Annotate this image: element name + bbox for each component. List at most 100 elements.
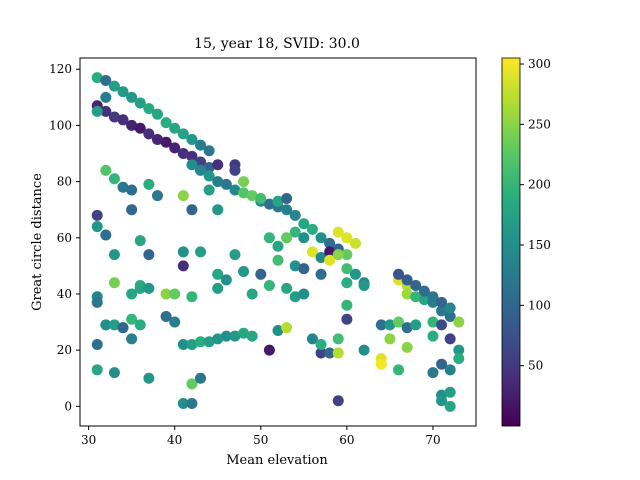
data-point xyxy=(255,192,267,204)
data-point xyxy=(418,285,430,297)
data-point xyxy=(195,164,207,176)
data-point xyxy=(298,288,310,300)
y-tick-label: 120 xyxy=(49,62,72,76)
data-point xyxy=(444,386,456,398)
data-point xyxy=(177,246,189,258)
data-point xyxy=(401,322,413,334)
data-point xyxy=(212,268,224,280)
data-point xyxy=(160,310,172,322)
data-point xyxy=(341,313,353,325)
data-point xyxy=(453,316,465,328)
data-point xyxy=(289,260,301,272)
data-point xyxy=(91,296,103,308)
data-point xyxy=(169,142,181,154)
data-point xyxy=(117,181,129,193)
data-point xyxy=(401,288,413,300)
data-point xyxy=(134,235,146,247)
data-point xyxy=(100,91,112,103)
data-point xyxy=(91,105,103,117)
chart-title: 15, year 18, SVID: 30.0 xyxy=(194,36,360,52)
data-point xyxy=(212,282,224,294)
data-point xyxy=(384,319,396,331)
data-point xyxy=(444,400,456,412)
data-point xyxy=(186,150,198,162)
data-points xyxy=(91,72,465,412)
data-point xyxy=(281,232,293,244)
data-point xyxy=(375,319,387,331)
data-point xyxy=(108,367,120,379)
data-point xyxy=(203,184,215,196)
data-point xyxy=(349,237,361,249)
data-point xyxy=(315,268,327,280)
x-tick-label: 30 xyxy=(81,433,96,447)
data-point xyxy=(177,148,189,160)
data-point xyxy=(410,280,422,292)
data-point xyxy=(108,111,120,123)
data-point xyxy=(134,319,146,331)
colorbar-tick-label: 200 xyxy=(528,178,551,192)
data-point xyxy=(229,249,241,261)
data-point xyxy=(315,251,327,263)
data-point xyxy=(126,204,138,216)
data-point xyxy=(324,347,336,359)
data-point xyxy=(263,280,275,292)
data-point xyxy=(418,294,430,306)
data-point xyxy=(298,263,310,275)
data-point xyxy=(306,246,318,258)
data-point xyxy=(229,164,241,176)
data-point xyxy=(143,128,155,140)
data-point xyxy=(315,339,327,351)
data-point xyxy=(444,364,456,376)
data-point xyxy=(126,313,138,325)
data-point xyxy=(143,372,155,384)
colorbar-tick-label: 250 xyxy=(528,117,551,131)
data-point xyxy=(436,305,448,317)
data-point xyxy=(229,184,241,196)
data-point xyxy=(401,274,413,286)
data-point xyxy=(427,291,439,303)
data-point xyxy=(117,114,129,126)
data-point xyxy=(410,319,422,331)
data-point xyxy=(195,156,207,168)
data-point xyxy=(91,209,103,221)
data-point xyxy=(108,277,120,289)
data-point xyxy=(108,80,120,92)
data-point xyxy=(341,299,353,311)
data-point xyxy=(393,364,405,376)
data-point xyxy=(177,260,189,272)
data-point xyxy=(375,358,387,370)
data-point xyxy=(289,209,301,221)
plot-frame xyxy=(79,57,477,427)
data-point xyxy=(126,184,138,196)
data-point xyxy=(358,280,370,292)
data-point xyxy=(143,103,155,115)
data-point xyxy=(117,322,129,334)
data-point xyxy=(212,159,224,171)
data-point xyxy=(186,133,198,145)
data-point xyxy=(203,336,215,348)
data-point xyxy=(436,319,448,331)
data-point xyxy=(203,162,215,174)
data-point xyxy=(281,282,293,294)
data-point xyxy=(108,249,120,261)
data-point xyxy=(108,319,120,331)
y-tick-label: 20 xyxy=(57,343,72,357)
data-point xyxy=(143,282,155,294)
data-point xyxy=(143,178,155,190)
data-point xyxy=(160,288,172,300)
data-point xyxy=(263,198,275,210)
data-point xyxy=(177,190,189,202)
data-point xyxy=(324,246,336,258)
data-point xyxy=(151,190,163,202)
data-point xyxy=(436,358,448,370)
data-point xyxy=(169,122,181,134)
data-point xyxy=(220,274,232,286)
data-point xyxy=(427,330,439,342)
data-point xyxy=(298,232,310,244)
data-point xyxy=(272,324,284,336)
y-axis-label: Great circle distance xyxy=(30,173,45,311)
data-point xyxy=(108,173,120,185)
data-point xyxy=(246,330,258,342)
y-tick-label: 0 xyxy=(64,399,72,413)
